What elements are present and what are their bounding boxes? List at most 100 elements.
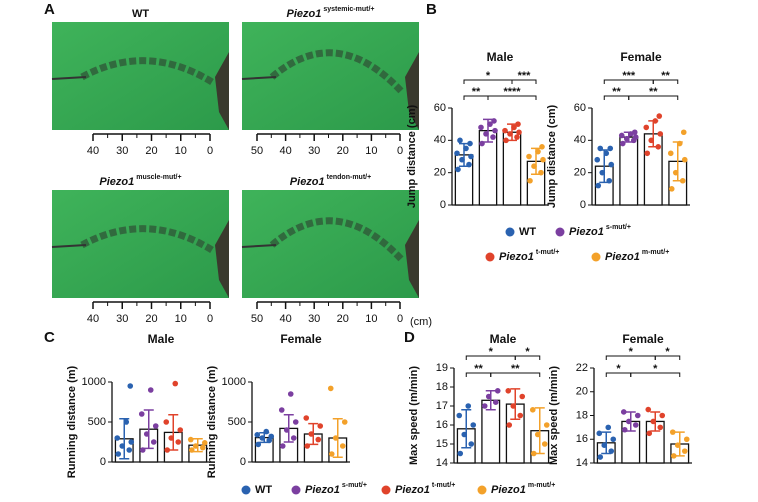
data-point bbox=[490, 134, 496, 140]
data-point bbox=[278, 407, 285, 413]
data-point bbox=[527, 177, 533, 184]
ruler-label: 20 bbox=[337, 145, 349, 157]
data-point bbox=[317, 423, 324, 429]
panel-letter: C bbox=[44, 329, 55, 346]
data-point bbox=[632, 134, 639, 140]
significance-label: **** bbox=[503, 86, 521, 98]
y-tick-label: 0 bbox=[240, 456, 246, 468]
error-bar bbox=[192, 438, 203, 453]
chart-title: Male bbox=[490, 332, 517, 346]
significance-bracket bbox=[490, 372, 541, 377]
legend-label: Piezo1 t-mut/+ bbox=[499, 249, 559, 263]
error-bar bbox=[485, 390, 496, 411]
ruler-label: 20 bbox=[145, 145, 157, 157]
significance-label: ** bbox=[612, 86, 621, 98]
photo-label: Piezo1 tendon-mut/+ bbox=[290, 174, 371, 188]
legend-label-sup: s-mut/+ bbox=[606, 224, 631, 231]
significance-label: *** bbox=[518, 70, 532, 82]
photo-label: Piezo1 muscle-mut/+ bbox=[99, 174, 181, 188]
jump-trajectory bbox=[269, 217, 405, 263]
data-point bbox=[163, 419, 170, 425]
legend-label-sup: m-mut/+ bbox=[528, 482, 555, 489]
data-point bbox=[147, 387, 154, 393]
data-point bbox=[494, 388, 501, 394]
data-point bbox=[681, 156, 688, 163]
data-point bbox=[115, 451, 122, 457]
data-point bbox=[540, 156, 546, 163]
data-point bbox=[177, 427, 184, 433]
data-point bbox=[667, 150, 674, 157]
y-tick-label: 20 bbox=[576, 386, 588, 398]
ruler-label: 0 bbox=[397, 313, 403, 325]
significance-label: ** bbox=[661, 70, 670, 82]
legend-label: Piezo1 s-mut/+ bbox=[569, 224, 631, 238]
chart-title: Female bbox=[280, 332, 322, 346]
ruler-label: 50 bbox=[251, 145, 263, 157]
ruler-label: 30 bbox=[116, 145, 128, 157]
significance-bracket bbox=[511, 79, 537, 84]
data-point bbox=[279, 443, 286, 449]
ruler-label: 30 bbox=[116, 313, 128, 325]
data-point bbox=[645, 406, 652, 413]
ruler-label: 40 bbox=[87, 313, 99, 325]
ruler-label: 30 bbox=[308, 313, 320, 325]
y-tick-label: 20 bbox=[434, 167, 446, 179]
data-point bbox=[199, 444, 206, 451]
data-point bbox=[492, 399, 499, 406]
data-point bbox=[481, 403, 488, 409]
data-point bbox=[515, 121, 521, 127]
ruler-label: 40 bbox=[279, 145, 291, 157]
error-bar bbox=[601, 431, 612, 455]
legend-label-sup: m-mut/+ bbox=[642, 249, 669, 256]
y-axis-label: Max speed (m/min) bbox=[408, 366, 420, 465]
significance-label: ** bbox=[511, 363, 520, 375]
data-point bbox=[632, 422, 639, 428]
data-point bbox=[138, 411, 145, 417]
legend-label: Piezo1 m-mut/+ bbox=[491, 482, 555, 496]
data-point bbox=[618, 132, 625, 139]
legend-label: WT bbox=[519, 226, 536, 238]
y-axis-label: Max speed (m/min) bbox=[548, 366, 560, 465]
y-tick-label: 14 bbox=[436, 457, 448, 469]
y-tick-label: 17 bbox=[436, 400, 448, 412]
significance-label: * bbox=[665, 346, 670, 358]
y-tick-label: 0 bbox=[440, 199, 446, 211]
ruler-label: 20 bbox=[337, 313, 349, 325]
y-axis-label: Running distance (m) bbox=[66, 365, 78, 478]
significance-label: * bbox=[489, 346, 494, 358]
significance-bracket bbox=[628, 95, 679, 100]
y-tick-label: 19 bbox=[436, 362, 448, 374]
legend-swatch bbox=[505, 227, 515, 237]
photo-label-name: Piezo1 bbox=[99, 176, 134, 188]
data-point bbox=[529, 407, 536, 413]
photo-label-sup: systemic-mut/+ bbox=[323, 6, 374, 13]
significance-bracket bbox=[630, 372, 681, 377]
y-axis-label: Running distance (m) bbox=[206, 365, 218, 478]
data-point bbox=[620, 409, 627, 415]
significance-bracket bbox=[487, 95, 537, 100]
legend-label: Piezo1 t-mut/+ bbox=[395, 482, 455, 496]
error-bar bbox=[461, 409, 472, 449]
data-point bbox=[597, 454, 604, 460]
data-point bbox=[595, 182, 602, 189]
data-point bbox=[657, 131, 664, 137]
data-point bbox=[519, 393, 526, 400]
error-bar bbox=[483, 118, 493, 143]
data-point bbox=[467, 140, 473, 147]
data-point bbox=[656, 113, 663, 119]
y-axis-label: Jump distance (cm) bbox=[546, 105, 558, 209]
photo-label: Piezo1 systemic-mut/+ bbox=[286, 6, 374, 20]
data-point bbox=[454, 150, 460, 157]
data-point bbox=[631, 129, 638, 136]
ruler-label: 0 bbox=[207, 313, 213, 325]
y-tick-label: 500 bbox=[228, 416, 246, 428]
error-bar bbox=[531, 147, 541, 176]
legend-label-name: Piezo1 bbox=[305, 484, 340, 496]
data-point bbox=[456, 412, 463, 419]
y-tick-label: 0 bbox=[100, 456, 106, 468]
y-tick-label: 40 bbox=[434, 134, 446, 146]
jump-trajectory bbox=[80, 57, 214, 85]
data-point bbox=[455, 166, 461, 173]
error-bar bbox=[507, 123, 517, 142]
data-point bbox=[657, 424, 664, 431]
